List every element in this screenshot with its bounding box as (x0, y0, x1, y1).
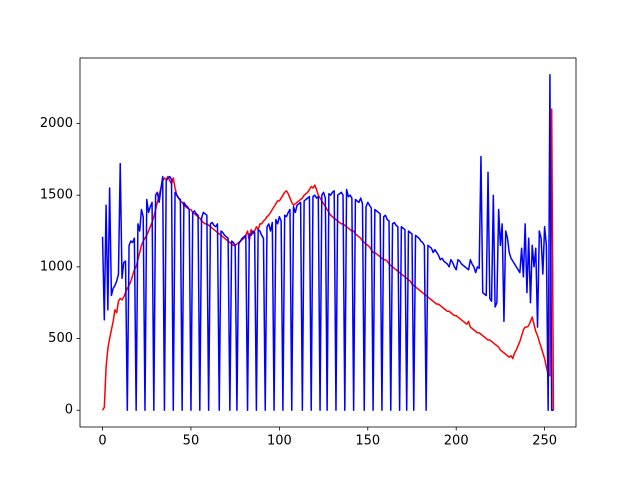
x-tick-label: 100 (267, 434, 292, 449)
y-tick-label: 1500 (40, 188, 73, 203)
x-tick-label: 0 (98, 434, 106, 449)
x-tick-label: 50 (183, 434, 200, 449)
x-tick-label: 200 (444, 434, 469, 449)
y-tick-label: 1000 (40, 259, 73, 274)
x-tick-label: 150 (355, 434, 380, 449)
plot-frame (79, 57, 577, 428)
y-tick-label: 2000 (40, 116, 73, 131)
y-tick-label: 0 (65, 403, 73, 418)
x-tick-label: 250 (532, 434, 557, 449)
y-tick-label: 500 (48, 331, 73, 346)
line-series (101, 74, 554, 411)
